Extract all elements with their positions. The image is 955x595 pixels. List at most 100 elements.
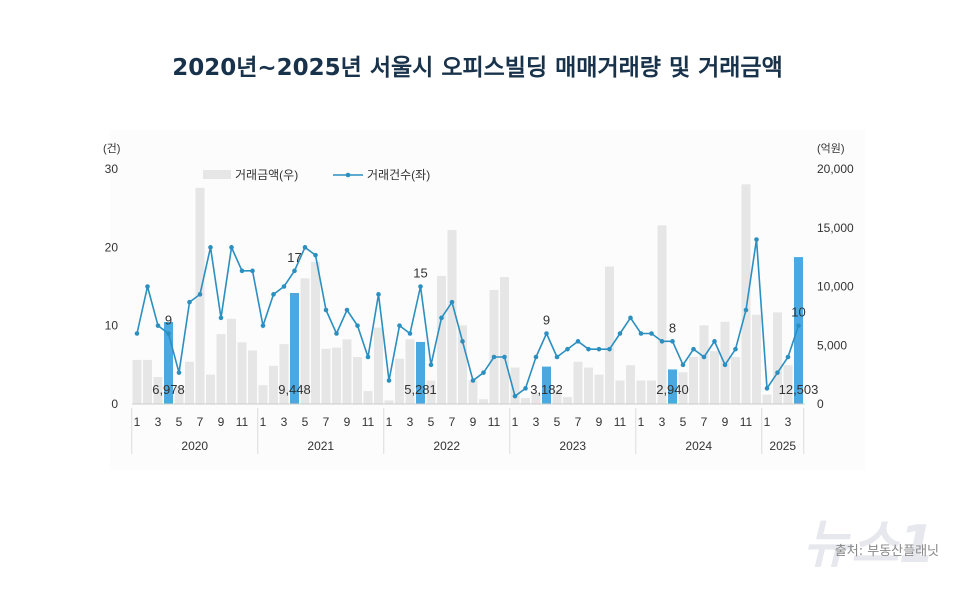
amount-bar [269,365,278,404]
amount-bar [143,359,152,404]
count-point [701,354,707,360]
amount-data-label: 3,182 [530,382,563,397]
count-point [386,378,392,383]
month-tick-label: 9 [470,415,477,429]
amount-bar [552,389,562,404]
count-point [680,362,686,368]
legend-bar-swatch [203,170,231,179]
left-axis-unit: (건) [103,142,120,155]
month-tick-label: 1 [134,415,141,429]
right-axis-unit: (억원) [817,142,845,155]
month-tick-label: 9 [344,415,351,429]
count-point [407,331,413,336]
count-data-label: 9 [165,313,172,328]
amount-bar [300,278,310,404]
amount-bar [563,396,572,404]
month-tick-label: 7 [197,415,204,429]
count-point [313,252,318,258]
amount-bar [783,365,793,404]
count-point [271,292,276,297]
legend-bar-label: 거래금액(우) [235,168,298,182]
count-point [145,284,150,289]
month-tick-label: 9 [722,415,729,429]
count-point [491,354,497,360]
count-point [344,307,350,313]
month-tick-label: 1 [764,415,771,429]
count-point [428,362,434,368]
count-data-label: 17 [287,250,301,265]
amount-bar [248,350,257,404]
count-point [355,323,360,328]
amount-bar [363,391,373,404]
count-point [733,346,738,352]
count-point [754,237,759,242]
amount-bar [678,372,688,404]
month-tick-label: 3 [407,415,414,429]
count-point [218,315,224,321]
count-data-label: 8 [669,320,676,335]
amount-bar [647,380,656,404]
month-tick-label: 11 [362,415,375,429]
year-label: 2020 [181,439,208,453]
left-tick-label: 0 [111,397,118,411]
month-tick-label: 11 [488,415,501,429]
month-tick-label: 3 [281,415,288,429]
month-tick-label: 3 [155,415,162,429]
month-tick-label: 5 [302,415,309,429]
count-point [239,268,245,274]
amount-bar [636,380,646,404]
month-tick-label: 7 [323,415,330,429]
month-tick-label: 1 [386,415,393,429]
amount-bar [731,357,740,404]
amount-bar [479,399,488,404]
month-tick-label: 5 [428,415,435,429]
count-point [649,331,654,336]
amount-bar [458,325,467,404]
count-data-label: 15 [413,266,427,281]
legend-line-label: 거래건수(좌) [367,168,430,182]
amount-bar [531,393,541,404]
count-point [764,386,770,391]
amount-bar [132,359,142,404]
amount-bar [279,344,289,404]
amount-data-label: 2,940 [656,382,689,397]
count-point [544,331,549,336]
year-label: 2025 [769,439,796,453]
left-tick-label: 30 [105,162,119,176]
count-point [365,354,371,360]
count-line [136,239,800,398]
month-tick-label: 11 [614,415,627,429]
count-point [449,299,455,305]
chart-title: 2020년~2025년 서울시 오피스빌딩 매매거래량 및 거래금액 [172,55,783,81]
amount-bar [384,400,394,404]
amount-bar [762,394,772,404]
amount-bar [206,374,215,404]
amount-bar [594,374,604,404]
amount-bar [416,341,425,404]
year-label: 2023 [559,439,586,453]
amount-data-label: 12,503 [779,382,819,397]
count-point [775,370,780,375]
amount-bar [311,261,320,404]
month-tick-label: 5 [176,415,183,429]
count-point [502,354,507,360]
count-point [722,362,728,368]
amount-bar [626,365,635,404]
amount-bar [668,369,677,404]
amount-bar [164,322,173,404]
year-label: 2024 [685,439,712,453]
month-tick-label: 9 [218,415,225,429]
amount-data-label: 9,448 [278,382,311,397]
amount-bar [437,275,446,404]
amount-bar [615,380,625,404]
count-point [250,268,255,274]
count-point [197,292,203,297]
amount-bar [510,367,520,404]
watermark-logo: 뉴스1 [803,515,935,575]
year-label: 2021 [307,439,334,453]
count-point [208,245,213,250]
month-tick-label: 3 [785,415,792,429]
amount-bar [657,225,667,404]
count-data-label: 9 [543,313,550,328]
